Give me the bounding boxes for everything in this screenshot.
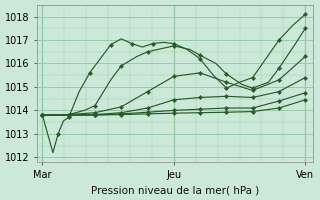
X-axis label: Pression niveau de la mer( hPa ): Pression niveau de la mer( hPa ) xyxy=(91,185,259,195)
